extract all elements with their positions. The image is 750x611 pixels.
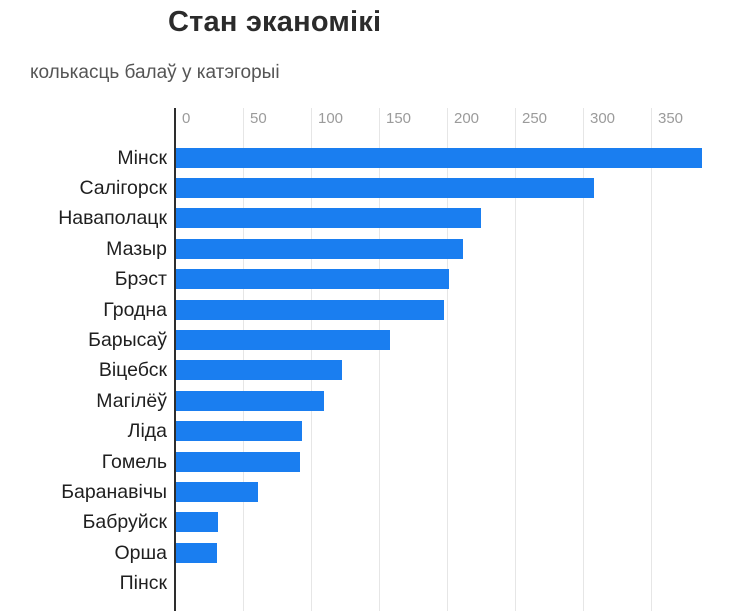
x-tick-label-250: 250 <box>522 110 548 127</box>
gridline-x-50 <box>243 108 244 611</box>
bar <box>176 542 217 563</box>
category-label: Бабруйск <box>82 511 167 534</box>
bar <box>176 238 463 259</box>
bar <box>176 421 303 442</box>
category-label: Гомель <box>101 450 167 473</box>
category-label: Наваполацк <box>58 207 167 230</box>
bar <box>176 299 444 320</box>
category-label: Віцебск <box>98 359 167 382</box>
gridline-x-350 <box>651 108 652 611</box>
bar <box>176 481 258 502</box>
bar <box>176 208 481 229</box>
category-label: Ліда <box>127 420 167 443</box>
category-label: Магілёў <box>96 389 167 412</box>
bar <box>176 451 300 472</box>
category-label: Мазыр <box>106 237 167 260</box>
category-label: Орша <box>114 541 167 564</box>
bar <box>176 360 342 381</box>
chart-title: Стан эканомікі <box>168 6 382 38</box>
category-label: Барысаў <box>88 328 167 351</box>
category-label: Пінск <box>119 572 167 595</box>
x-tick-label-200: 200 <box>454 110 480 127</box>
x-tick-label-50: 50 <box>250 110 267 127</box>
gridline-x-200 <box>447 108 448 611</box>
gridline-x-100 <box>311 108 312 611</box>
x-tick-label-150: 150 <box>386 110 412 127</box>
x-tick-label-100: 100 <box>318 110 344 127</box>
x-tick-label-300: 300 <box>590 110 616 127</box>
y-axis-line <box>174 108 176 611</box>
bar <box>176 147 703 168</box>
category-label: Брэст <box>114 268 167 291</box>
category-label: Баранавічы <box>61 480 167 503</box>
bar <box>176 512 219 533</box>
x-tick-label-350: 350 <box>658 110 684 127</box>
gridline-x-300 <box>583 108 584 611</box>
gridline-x-150 <box>379 108 380 611</box>
chart-subtitle: колькасць балаў у катэгорыі <box>30 62 280 83</box>
bar <box>176 177 594 198</box>
category-label: Гродна <box>103 298 167 321</box>
bar <box>176 329 390 350</box>
gridline-x-250 <box>515 108 516 611</box>
category-label: Мінск <box>117 146 167 169</box>
category-label: Салігорск <box>79 176 167 199</box>
bar <box>176 390 325 411</box>
bar <box>176 269 450 290</box>
x-tick-label-0: 0 <box>182 110 191 127</box>
